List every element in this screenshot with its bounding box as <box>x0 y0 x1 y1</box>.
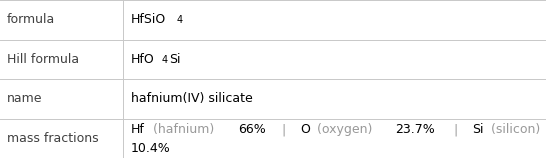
Text: |: | <box>274 123 294 136</box>
Text: (hafnium): (hafnium) <box>149 123 218 136</box>
Text: formula: formula <box>7 13 55 26</box>
Text: Si: Si <box>472 123 484 136</box>
Text: HfO: HfO <box>131 53 155 66</box>
Text: Hf: Hf <box>131 123 145 136</box>
Text: hafnium(IV) silicate: hafnium(IV) silicate <box>131 92 253 105</box>
Text: Si: Si <box>170 53 181 66</box>
Text: 10.4%: 10.4% <box>131 142 171 155</box>
Text: HfSiO: HfSiO <box>131 13 167 26</box>
Text: (oxygen): (oxygen) <box>313 123 376 136</box>
Text: 66%: 66% <box>238 123 266 136</box>
Text: 23.7%: 23.7% <box>395 123 435 136</box>
Text: |: | <box>446 123 466 136</box>
Text: 4: 4 <box>162 55 168 65</box>
Text: name: name <box>7 92 42 105</box>
Text: (silicon): (silicon) <box>487 123 540 136</box>
Text: Hill formula: Hill formula <box>7 53 79 66</box>
Text: mass fractions: mass fractions <box>7 132 98 145</box>
Text: 4: 4 <box>176 15 183 25</box>
Text: O: O <box>300 123 310 136</box>
